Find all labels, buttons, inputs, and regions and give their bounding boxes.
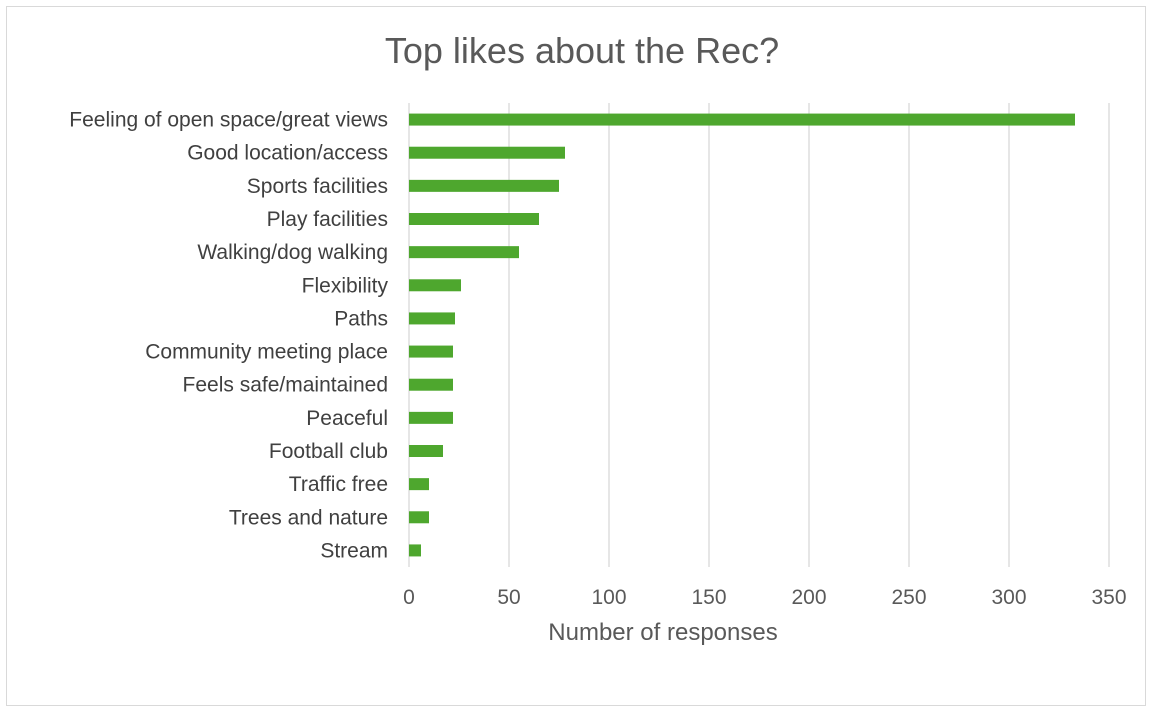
category-label: Trees and nature [229, 506, 388, 529]
bar [409, 246, 519, 259]
bar [409, 378, 453, 391]
category-label: Feeling of open space/great views [69, 109, 388, 132]
chart-title: Top likes about the Rec? [385, 30, 779, 71]
x-tick-label: 0 [403, 586, 415, 609]
category-label: Community meeting place [145, 341, 388, 364]
x-tick-label: 50 [497, 586, 520, 609]
bar [409, 113, 1075, 126]
bar [409, 411, 453, 424]
x-tick-label: 250 [891, 586, 926, 609]
category-labels: Feeling of open space/great views Good lo… [69, 109, 388, 563]
category-label: Football club [269, 440, 388, 463]
category-label: Feels safe/maintained [183, 374, 388, 397]
x-tick-label: 350 [1091, 586, 1126, 609]
category-label: Peaceful [306, 407, 388, 430]
x-tick-label: 150 [691, 586, 726, 609]
category-label: Stream [320, 539, 388, 562]
bar [409, 544, 421, 557]
x-axis-title: Number of responses [548, 619, 777, 646]
category-label: Walking/dog walking [197, 241, 388, 264]
x-tick-label: 300 [991, 586, 1026, 609]
x-axis-tick-labels: 0 50 100 150 200 250 300 350 [403, 586, 1126, 609]
category-label: Paths [334, 307, 388, 330]
bars [409, 113, 1075, 557]
bar [409, 511, 429, 524]
x-tick-label: 100 [591, 586, 626, 609]
x-tick-label: 200 [791, 586, 826, 609]
bar [409, 445, 443, 457]
bar [409, 478, 429, 491]
category-label: Sports facilities [247, 175, 388, 198]
bar [409, 279, 461, 292]
category-label: Flexibility [302, 274, 389, 297]
bar [409, 312, 455, 325]
bar [409, 213, 539, 225]
bar [409, 345, 453, 358]
gridlines [408, 103, 1110, 567]
bar [409, 179, 559, 192]
category-label: Good location/access [187, 142, 388, 165]
category-label: Traffic free [289, 473, 388, 496]
category-label: Play facilities [267, 208, 388, 231]
bar [409, 146, 565, 159]
bar-chart: Top likes about the Rec? Feeling of open… [69, 30, 1126, 646]
